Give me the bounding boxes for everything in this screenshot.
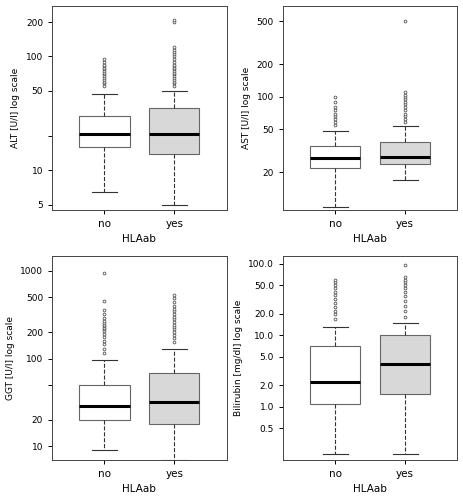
Y-axis label: ALT [U/l] log scale: ALT [U/l] log scale	[11, 68, 20, 148]
Y-axis label: GGT [U/l] log scale: GGT [U/l] log scale	[6, 316, 14, 400]
X-axis label: HLAab: HLAab	[122, 234, 156, 244]
PathPatch shape	[149, 108, 200, 154]
X-axis label: HLAab: HLAab	[353, 484, 387, 494]
PathPatch shape	[310, 146, 361, 168]
PathPatch shape	[149, 374, 200, 424]
Y-axis label: Bilirubin [mg/dl] log scale: Bilirubin [mg/dl] log scale	[233, 300, 243, 416]
PathPatch shape	[79, 116, 130, 147]
X-axis label: HLAab: HLAab	[353, 234, 387, 244]
PathPatch shape	[380, 335, 430, 394]
PathPatch shape	[310, 346, 361, 404]
X-axis label: HLAab: HLAab	[122, 484, 156, 494]
Y-axis label: AST [U/l] log scale: AST [U/l] log scale	[242, 66, 251, 149]
PathPatch shape	[380, 142, 430, 164]
PathPatch shape	[79, 385, 130, 420]
